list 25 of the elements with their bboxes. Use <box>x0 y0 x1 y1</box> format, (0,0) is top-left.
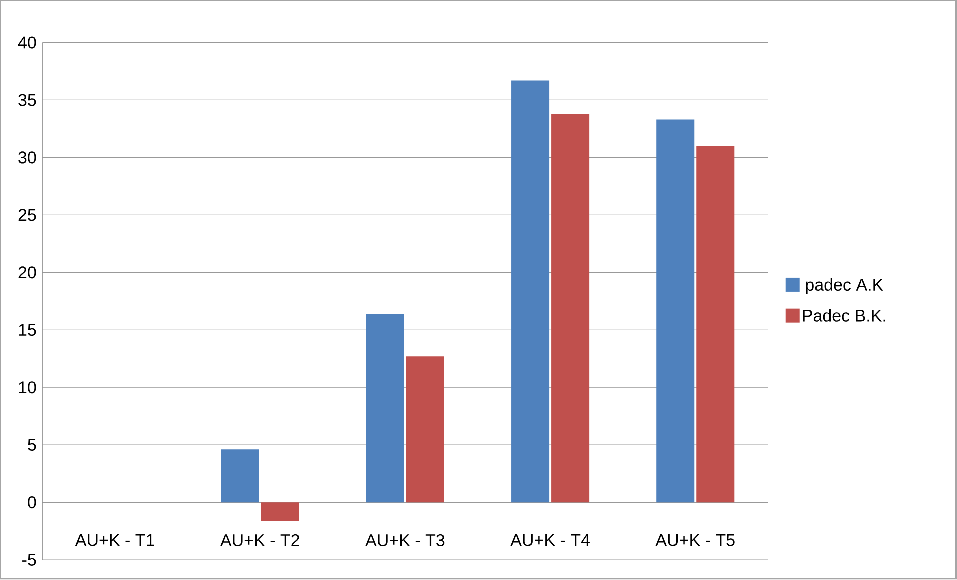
x-tick-label: AU+K - T3 <box>366 534 445 547</box>
x-tick-label: AU+K - T4 <box>510 534 590 546</box>
legend-label: padec A.K <box>806 278 884 294</box>
x-tick-label: AU+K - T5 <box>656 534 735 546</box>
bar <box>261 502 300 522</box>
y-tick-label: 35 <box>18 94 36 106</box>
x-tick-label: AU+K - T2 <box>220 534 300 547</box>
bar <box>656 120 695 503</box>
bar <box>406 356 444 503</box>
y-tick-label: 25 <box>18 209 36 222</box>
y-tick-label: 5 <box>28 439 36 452</box>
y-tick-label: 20 <box>18 266 36 279</box>
bar <box>696 146 735 503</box>
y-tick-label: 0 <box>28 496 36 509</box>
x-tick-label: AU+K - T1 <box>75 534 154 546</box>
bar <box>552 114 590 503</box>
bar <box>221 450 260 503</box>
bar <box>366 314 404 503</box>
bar <box>512 80 550 503</box>
y-tick-label: -5 <box>22 554 36 566</box>
y-tick-label: 30 <box>18 152 36 164</box>
y-tick-label: 40 <box>18 36 36 49</box>
y-tick-label: 10 <box>19 382 36 394</box>
legend-label: Padec B.K. <box>803 309 886 322</box>
y-tick-label: 15 <box>19 324 36 336</box>
